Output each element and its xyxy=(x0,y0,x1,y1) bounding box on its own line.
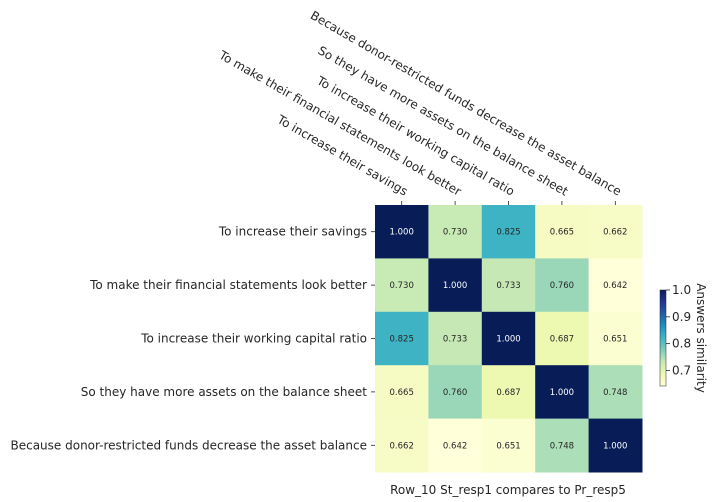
column-label: To make their financial statements look … xyxy=(216,48,464,199)
colorbar-tick-label: 1.0 xyxy=(672,283,691,297)
colorbar-tick-label: 0.8 xyxy=(672,337,691,351)
heatmap-cell xyxy=(375,311,429,366)
heatmap-cells: 1.000 0.730 0.825 0.665 0.662 0.730 1.000 0.733… xyxy=(375,205,643,473)
cell-value-label: 0.733 xyxy=(443,335,467,345)
heatmap-cell xyxy=(481,418,536,473)
heatmap-cell xyxy=(428,258,483,313)
heatmap-cell xyxy=(428,418,483,473)
cell-value-label: 1.000 xyxy=(603,441,627,451)
heatmap-cell xyxy=(535,418,590,473)
cell-value-label: 0.651 xyxy=(496,441,520,451)
row-label: To increase their savings xyxy=(218,225,367,239)
cell-value-label: 1.000 xyxy=(496,335,520,345)
heatmap-cell xyxy=(375,365,429,420)
row-label: So they have more assets on the balance … xyxy=(81,385,368,399)
cell-value-label: 1.000 xyxy=(390,228,414,238)
heatmap-cell xyxy=(375,418,429,473)
heatmap-cell xyxy=(428,365,483,420)
cell-value-label: 0.642 xyxy=(443,441,467,451)
cell-value-label: 0.825 xyxy=(390,335,414,345)
row-label: Because donor-restricted funds decrease … xyxy=(10,438,367,452)
cell-value-label: 0.748 xyxy=(603,388,627,398)
heatmap-cell xyxy=(588,205,643,259)
heatmap-cell xyxy=(535,205,590,259)
cell-value-label: 0.687 xyxy=(496,388,520,398)
colorbar-tick-label: 0.7 xyxy=(672,363,691,377)
heatmap-cell xyxy=(535,365,590,420)
cell-value-label: 1.000 xyxy=(550,388,574,398)
colorbar: 0.7 0.8 0.9 1.0 Answers similarity xyxy=(659,283,708,393)
heatmap-cell xyxy=(481,311,536,366)
row-labels: To increase their savings To make their f… xyxy=(10,225,375,452)
heatmap-cell xyxy=(588,418,643,473)
cell-value-label: 0.730 xyxy=(390,281,414,291)
heatmap-cell xyxy=(535,258,590,313)
heatmap-cell xyxy=(481,365,536,420)
heatmap-cell xyxy=(588,311,643,366)
cell-value-label: 0.662 xyxy=(603,228,627,238)
cell-value-label: 0.748 xyxy=(550,441,574,451)
cell-value-label: 0.665 xyxy=(390,388,414,398)
cell-value-label: 0.733 xyxy=(496,281,520,291)
cell-value-label: 0.825 xyxy=(496,228,520,238)
column-label: To increase their working capital ratio xyxy=(314,73,517,199)
colorbar-gradient xyxy=(659,289,667,387)
heatmap-cell xyxy=(481,258,536,313)
heatmap-cell xyxy=(375,258,429,313)
cell-value-label: 0.760 xyxy=(550,281,574,291)
heatmap-cell xyxy=(428,205,483,259)
cell-value-label: 0.760 xyxy=(443,388,467,398)
colorbar-ticks: 0.7 0.8 0.9 1.0 xyxy=(666,283,691,377)
x-axis-label: Row_10 St_resp1 compares to Pr_resp5 xyxy=(390,483,626,497)
heatmap-cell xyxy=(588,365,643,420)
row-label: To make their financial statements look … xyxy=(89,278,367,292)
heatmap-cell xyxy=(535,311,590,366)
cell-value-label: 0.665 xyxy=(550,228,574,238)
cell-value-label: 0.730 xyxy=(443,228,467,238)
cell-value-label: 0.662 xyxy=(390,441,414,451)
heatmap-cell xyxy=(428,311,483,366)
heatmap-cell xyxy=(588,258,643,313)
cell-value-label: 1.000 xyxy=(443,281,467,291)
cell-value-label: 0.687 xyxy=(550,335,574,345)
heatmap-cell xyxy=(375,205,429,259)
row-label: To increase their working capital ratio xyxy=(140,332,367,346)
colorbar-tick-label: 0.9 xyxy=(672,310,691,324)
cell-value-label: 0.642 xyxy=(603,281,627,291)
colorbar-label: Answers similarity xyxy=(694,283,708,393)
cell-value-label: 0.651 xyxy=(603,335,627,345)
heatmap-cell xyxy=(481,205,536,259)
